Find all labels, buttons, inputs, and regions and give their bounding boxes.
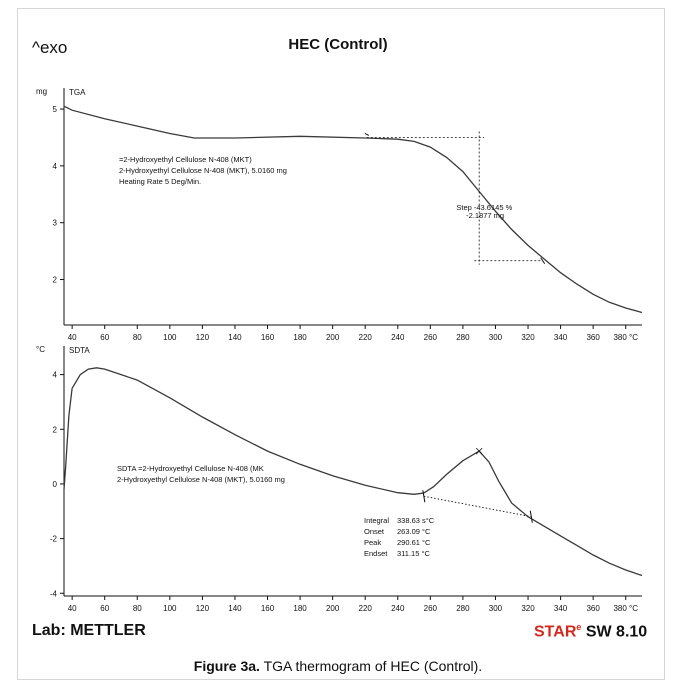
figure-frame — [17, 8, 665, 680]
software-label: STARe SW 8.10 — [534, 622, 647, 641]
tga-x-tick-label: 160 — [261, 333, 275, 342]
tga-y-unit: mg — [36, 87, 47, 96]
tga-x-tick-label: 300 — [489, 333, 503, 342]
caption-text: TGA thermogram of HEC (Control). — [259, 658, 483, 674]
sdta-y-tick-label: 2 — [53, 425, 58, 434]
sdta-endset-value: 311.15 °C — [397, 549, 430, 558]
sdta-onset-value: 263.09 °C — [397, 527, 431, 536]
tga-step-start-marker — [364, 133, 370, 136]
sdta-peak-value: 290.61 °C — [397, 538, 431, 547]
sdta-x-tick-label: 380 °C — [613, 604, 638, 613]
tga-y-tick-label: 2 — [53, 276, 58, 285]
sdta-x-tick-label: 160 — [261, 604, 275, 613]
tga-x-tick-label: 260 — [424, 333, 438, 342]
sdta-y-tick-label: 4 — [53, 371, 58, 380]
tga-sample-line: 2-Hydroxyethyl Cellulose N-408 (MKT), 5.… — [119, 166, 287, 175]
tga-x-tick-label: 380 °C — [613, 333, 638, 342]
tga-x-tick-label: 180 — [293, 333, 307, 342]
sdta-onset-label: Onset — [364, 527, 385, 536]
sdta-x-tick-label: 100 — [163, 604, 177, 613]
tga-step-end-marker — [540, 257, 546, 265]
sdta-peak-label: Peak — [364, 538, 381, 547]
software-version: SW 8.10 — [581, 623, 648, 641]
sdta-x-tick-label: 360 — [586, 604, 600, 613]
software-star: STAR — [534, 623, 577, 641]
sdta-endset-label: Endset — [364, 549, 388, 558]
sdta-x-tick-label: 60 — [100, 604, 109, 613]
sdta-integral-label: Integral — [364, 516, 389, 525]
sdta-baseline-start-marker — [422, 490, 426, 503]
sdta-x-tick-label: 80 — [133, 604, 142, 613]
sdta-x-tick-label: 300 — [489, 604, 503, 613]
sdta-curve — [63, 367, 643, 577]
sdta-y-unit: °C — [36, 345, 45, 354]
sdta-baseline-end-marker — [529, 510, 533, 523]
tga-y-tick-label: 3 — [53, 219, 58, 228]
tga-y-tick-label: 5 — [53, 105, 58, 114]
tga-x-tick-label: 220 — [359, 333, 373, 342]
tga-x-tick-label: 100 — [163, 333, 177, 342]
sdta-x-tick-label: 220 — [359, 604, 373, 613]
chart-title: HEC (Control) — [288, 36, 388, 53]
sdta-x-tick-label: 280 — [456, 604, 470, 613]
tga-x-tick-label: 340 — [554, 333, 568, 342]
sdta-x-tick-label: 240 — [391, 604, 405, 613]
sdta-x-tick-label: 200 — [326, 604, 340, 613]
sdta-sample-line: 2-Hydroxyethyl Cellulose N-408 (MKT), 5.… — [117, 475, 285, 484]
sdta-y-tick-label: -2 — [50, 535, 58, 544]
sdta-y-tick-label: 0 — [53, 480, 58, 489]
sdta-integral-value: 338.63 s°C — [397, 516, 435, 525]
tga-x-tick-label: 240 — [391, 333, 405, 342]
tga-x-tick-label: 40 — [68, 333, 77, 342]
tga-x-tick-label: 80 — [133, 333, 142, 342]
tga-x-tick-label: 140 — [228, 333, 242, 342]
tga-x-tick-label: 360 — [586, 333, 600, 342]
lab-label: Lab: METTLER — [32, 622, 146, 639]
sdta-series-label: SDTA — [69, 346, 90, 355]
sdta-peak-marker — [475, 447, 483, 455]
sdta-x-tick-label: 40 — [68, 604, 77, 613]
caption-label: Figure 3a. — [193, 658, 260, 674]
tga-x-tick-label: 60 — [100, 333, 109, 342]
figure-caption: Figure 3a. TGA thermogram of HEC (Contro… — [0, 658, 676, 674]
sdta-x-tick-label: 320 — [521, 604, 535, 613]
tga-step-mass: -2.1877 mg — [466, 211, 504, 220]
software-reg: e — [576, 622, 582, 632]
sdta-x-tick-label: 260 — [424, 604, 438, 613]
sdta-x-tick-label: 120 — [196, 604, 210, 613]
tga-x-tick-label: 320 — [521, 333, 535, 342]
sdta-x-tick-label: 180 — [293, 604, 307, 613]
tga-sample-line: Heating Rate 5 Deg/Min. — [119, 177, 201, 186]
sdta-y-tick-label: -4 — [50, 589, 58, 598]
tga-series-label: TGA — [69, 88, 86, 97]
tga-sample-line: =2-Hydroxyethyl Cellulose N-408 (MKT) — [119, 155, 252, 164]
sdta-x-tick-label: 140 — [228, 604, 242, 613]
tga-step-value: Step -43.6145 % — [456, 203, 512, 212]
sdta-integral-baseline — [423, 495, 532, 518]
sdta-x-tick-label: 340 — [554, 604, 568, 613]
tga-x-tick-label: 200 — [326, 333, 340, 342]
exo-label: ^exo — [32, 38, 68, 57]
tga-y-tick-label: 4 — [53, 162, 58, 171]
tga-x-tick-label: 280 — [456, 333, 470, 342]
sdta-sample-line: SDTA =2-Hydroxyethyl Cellulose N-408 (MK — [117, 464, 264, 473]
tga-curve — [63, 105, 643, 314]
tga-x-tick-label: 120 — [196, 333, 210, 342]
